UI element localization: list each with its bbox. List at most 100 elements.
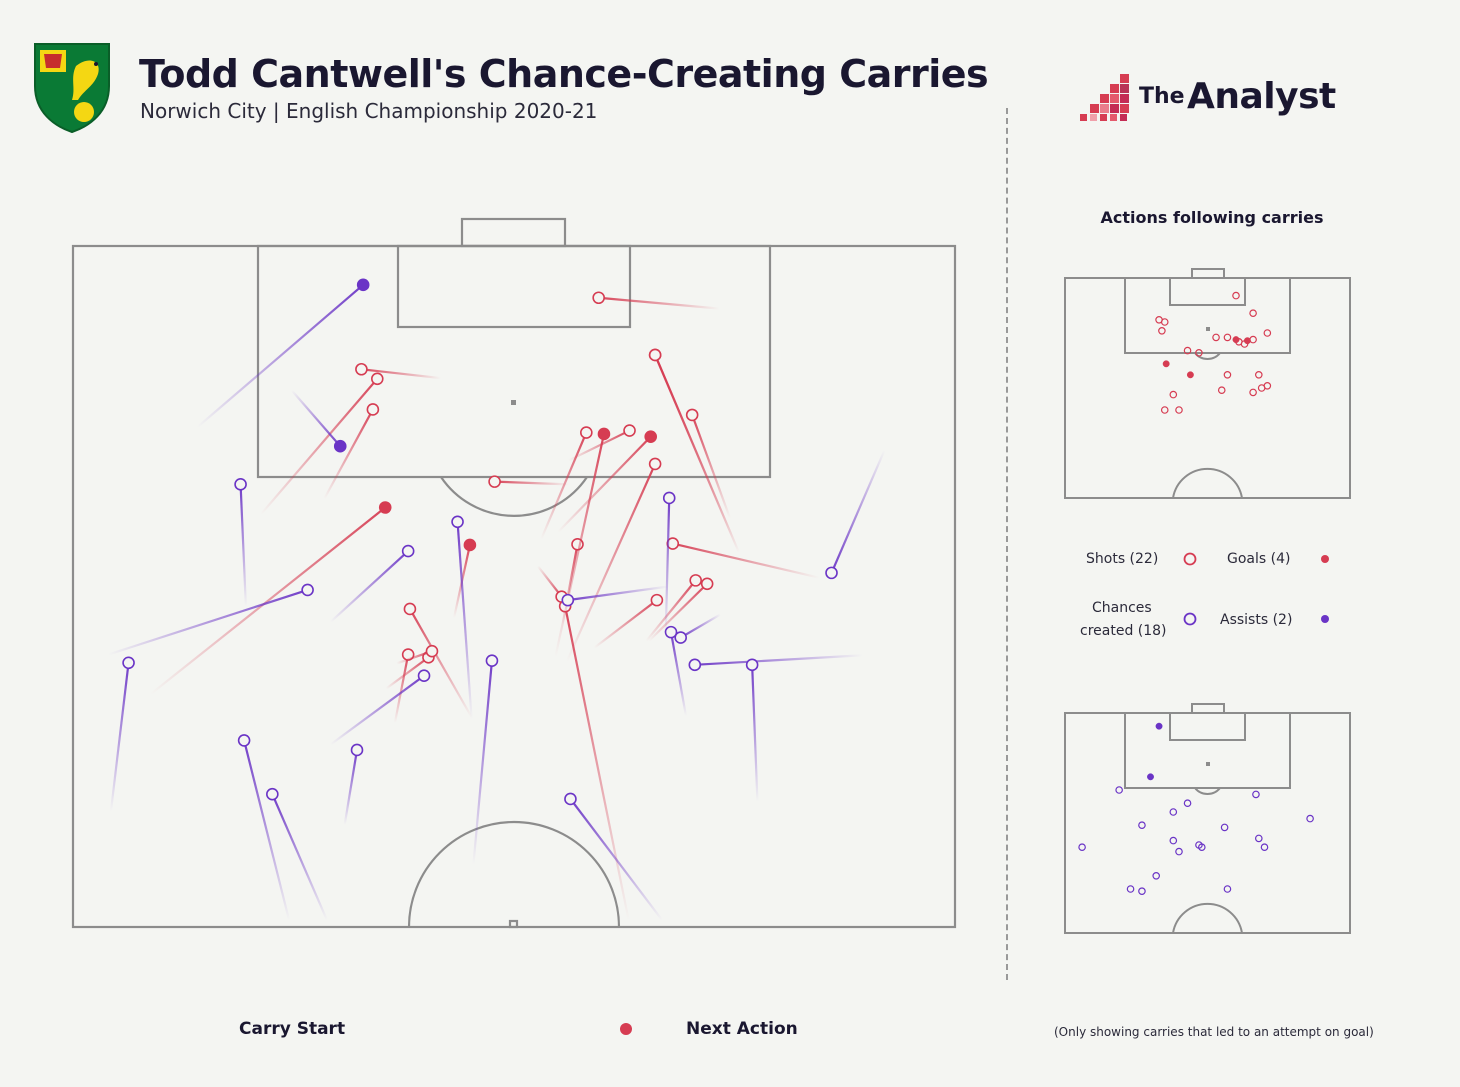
mini-goal-point <box>1162 360 1170 368</box>
shot-carry-line <box>361 368 441 380</box>
shot-carry-line <box>672 542 820 579</box>
chance-marker <box>122 656 135 670</box>
chance-carry-line <box>329 674 425 746</box>
mini-chance-point <box>1152 872 1161 880</box>
chance-marker <box>674 631 687 644</box>
chance-marker <box>825 566 838 580</box>
mini-chance-point <box>1078 843 1086 852</box>
mini-chance-point <box>1195 841 1203 849</box>
assist-marker <box>333 439 347 453</box>
chance-carry-line <box>271 793 329 921</box>
legend-shots-marker <box>1183 552 1197 566</box>
chance-carry-line <box>109 662 130 812</box>
shot-marker <box>689 574 702 587</box>
legend-goals-marker <box>1321 555 1329 563</box>
legend-assists-marker <box>1321 615 1329 623</box>
shot-carry-line <box>598 296 720 310</box>
shot-carry-line <box>648 582 708 642</box>
shot-marker <box>700 577 714 591</box>
mini-shot-point <box>1169 390 1178 399</box>
legend-chances-marker <box>1183 612 1197 626</box>
chance-marker <box>451 515 464 529</box>
legend-shots-label: Shots (22) <box>1086 551 1159 567</box>
next-action-label: Next Action <box>686 1019 798 1039</box>
shot-marker <box>623 424 636 437</box>
main-pitch-chart <box>71 217 957 929</box>
mini-shot-point <box>1217 386 1226 395</box>
mini-shot-point <box>1232 291 1240 300</box>
chance-carry-line <box>329 550 409 623</box>
pitch-markings <box>71 217 957 929</box>
mini-shot-point <box>1255 371 1263 379</box>
mini-chance-point <box>1255 834 1263 843</box>
mini-chance-point <box>1169 808 1178 816</box>
goal-carry-line <box>557 435 652 533</box>
mini-shot-point <box>1263 329 1272 337</box>
shot-carry-line <box>645 579 697 642</box>
shot-marker <box>366 403 380 416</box>
shot-marker <box>370 372 384 386</box>
mini-goal-point <box>1232 336 1240 344</box>
mini-chance-point <box>1126 885 1135 893</box>
mini-chance-point <box>1183 799 1192 808</box>
shot-marker <box>592 291 605 305</box>
chance-carry-line <box>680 613 721 639</box>
mini-chance-point <box>1260 843 1269 852</box>
chance-marker <box>688 658 702 672</box>
chance-carry-line <box>472 660 494 865</box>
chance-carry-line <box>751 664 759 802</box>
shot-marker <box>488 475 501 488</box>
chance-carry-line <box>569 798 664 921</box>
chart-subtitle: Norwich City | English Championship 2020… <box>140 99 598 123</box>
mini-shot-point <box>1183 346 1192 355</box>
chance-marker <box>401 544 415 558</box>
shot-carry-line <box>393 654 410 723</box>
mini-chance-point <box>1306 814 1314 823</box>
shot-carry-line <box>540 432 588 540</box>
chance-marker <box>266 787 279 801</box>
chance-marker <box>301 583 314 597</box>
mini-goal-point <box>1186 371 1194 379</box>
mini-chance-point <box>1252 790 1260 799</box>
mini-goal-point <box>1243 337 1251 345</box>
penalty-spot <box>511 400 516 405</box>
chance-carry-line <box>239 484 247 607</box>
mini-assist-point <box>1147 773 1154 781</box>
mini-assist-point <box>1155 722 1163 730</box>
club-crest <box>34 43 110 134</box>
goal-carry-line <box>554 433 606 657</box>
mini-shot-point <box>1249 388 1257 397</box>
chance-carry-line <box>243 740 291 921</box>
mini-chance-point <box>1138 821 1146 830</box>
analyst-logo-icon <box>1080 74 1129 121</box>
mini-shot-point <box>1160 318 1169 326</box>
shot-carry-line <box>260 378 379 516</box>
chance-marker <box>417 669 431 683</box>
legend-chances-label-2: created (18) <box>1080 623 1167 639</box>
chance-marker <box>564 792 577 806</box>
chart-title: Todd Cantwell's Chance-Creating Carries <box>139 52 989 96</box>
mini-chance-point <box>1138 887 1146 896</box>
mini-shot-point <box>1249 335 1257 344</box>
mini-chance-point <box>1169 836 1178 845</box>
mini-chance-point <box>1220 823 1229 832</box>
mini-shot-point <box>1160 406 1169 414</box>
goal-marker <box>378 501 392 514</box>
mini-chance-point <box>1175 847 1183 856</box>
chance-marker <box>745 658 759 672</box>
shot-carry-line <box>494 480 569 486</box>
shot-marker <box>403 602 417 616</box>
shot-carry-line <box>385 656 430 690</box>
goal-marker <box>644 430 658 443</box>
mini-pitch-chances <box>1064 703 1351 934</box>
legend-chances-label-1: Chances <box>1092 600 1152 616</box>
shot-carry-line <box>408 608 473 718</box>
chance-carry-line <box>694 654 863 666</box>
shot-carry-line <box>654 354 740 553</box>
shot-marker <box>648 457 662 471</box>
mini-shot-point <box>1158 326 1166 335</box>
mini-shots-points <box>1155 291 1272 414</box>
assist-marker <box>356 278 370 292</box>
goal-marker <box>463 538 477 552</box>
shot-marker <box>650 593 664 607</box>
